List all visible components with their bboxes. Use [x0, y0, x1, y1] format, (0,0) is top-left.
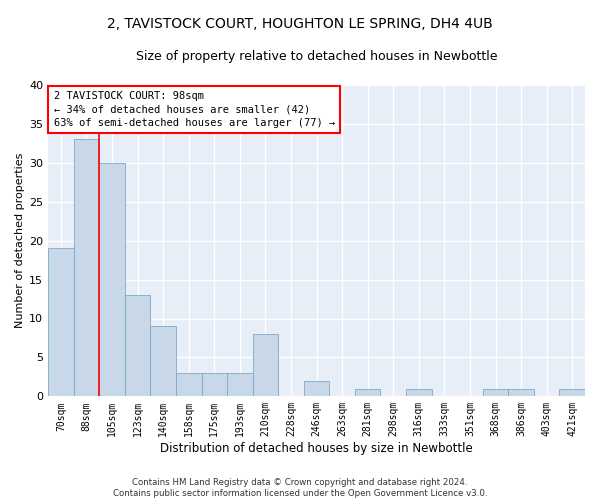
Bar [99, 163, 125, 396]
Bar [151, 326, 176, 396]
Bar [176, 373, 202, 396]
Bar [48, 248, 74, 396]
Bar [559, 388, 585, 396]
X-axis label: Distribution of detached houses by size in Newbottle: Distribution of detached houses by size … [160, 442, 473, 455]
Bar [74, 140, 99, 396]
Bar [483, 388, 508, 396]
Text: 2 TAVISTOCK COURT: 98sqm
← 34% of detached houses are smaller (42)
63% of semi-d: 2 TAVISTOCK COURT: 98sqm ← 34% of detach… [53, 91, 335, 128]
Bar [508, 388, 534, 396]
Bar [253, 334, 278, 396]
Bar [304, 381, 329, 396]
Bar [227, 373, 253, 396]
Title: Size of property relative to detached houses in Newbottle: Size of property relative to detached ho… [136, 50, 497, 63]
Bar [125, 295, 151, 396]
Text: 2, TAVISTOCK COURT, HOUGHTON LE SPRING, DH4 4UB: 2, TAVISTOCK COURT, HOUGHTON LE SPRING, … [107, 18, 493, 32]
Bar [355, 388, 380, 396]
Bar [202, 373, 227, 396]
Y-axis label: Number of detached properties: Number of detached properties [15, 153, 25, 328]
Bar [406, 388, 431, 396]
Text: Contains HM Land Registry data © Crown copyright and database right 2024.
Contai: Contains HM Land Registry data © Crown c… [113, 478, 487, 498]
